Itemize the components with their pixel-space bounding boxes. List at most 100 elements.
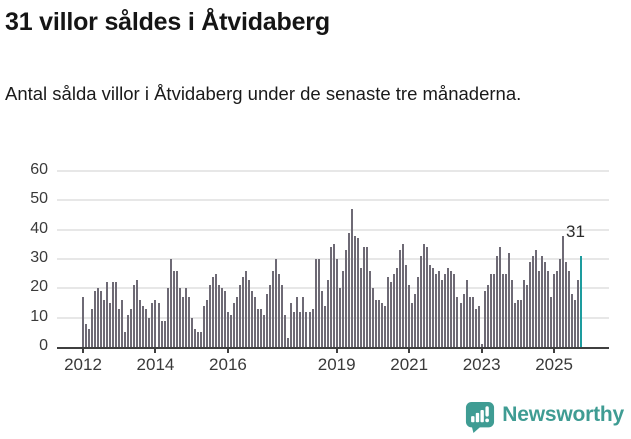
bar: [486, 285, 489, 347]
bar: [187, 297, 190, 347]
bar: [444, 273, 447, 347]
bar: [190, 317, 193, 347]
bar: [525, 285, 528, 347]
bar: [217, 285, 220, 347]
bar: [266, 294, 269, 347]
bar: [257, 308, 260, 347]
bar: [465, 279, 468, 347]
y-axis-tick-label: 40: [30, 219, 48, 237]
bar: [254, 297, 257, 347]
bar: [353, 235, 356, 347]
bar: [148, 317, 151, 347]
bar: [85, 323, 88, 347]
bar: [136, 279, 139, 347]
bar: [347, 232, 350, 347]
bar: [377, 300, 380, 347]
bar: [109, 303, 112, 347]
plot-area: 2012 2014 2016 2019 2021 2023 2025: [57, 170, 609, 374]
bar: [329, 247, 332, 347]
gridline: [57, 170, 609, 172]
y-axis-tick-label: 0: [39, 337, 48, 354]
bar: [453, 273, 456, 347]
bar: [435, 273, 438, 347]
bar: [233, 303, 235, 347]
bar: [426, 247, 429, 347]
bar: [208, 285, 211, 347]
bar: [541, 256, 544, 347]
x-axis-tick-label: 2012: [64, 355, 102, 374]
bar: [393, 273, 396, 347]
bar: [396, 267, 399, 347]
bar: [495, 256, 498, 347]
bar: [538, 270, 541, 347]
bar: [106, 282, 109, 347]
x-axis-tick-label: 2016: [209, 355, 247, 374]
gridline: [57, 199, 609, 202]
page-title: 31 villor såldes i Åtvidaberg: [5, 8, 330, 36]
bar: [145, 308, 148, 347]
bar: [121, 300, 124, 347]
y-axis-tick-label: 30: [30, 249, 48, 266]
bar: [531, 256, 534, 347]
bar: [94, 291, 97, 347]
bar: [281, 285, 284, 347]
bar: [565, 261, 568, 347]
bar: [411, 303, 414, 347]
bar: [371, 288, 374, 347]
bar: [432, 267, 435, 347]
bar: [399, 250, 402, 347]
bar: [374, 300, 377, 347]
bar: [320, 291, 323, 347]
bar: [236, 297, 239, 347]
bar: [127, 314, 130, 347]
y-axis-tick-label: 50: [30, 190, 48, 208]
bar: [142, 305, 145, 347]
bar: [519, 300, 522, 347]
bar: [112, 282, 115, 347]
bar: [501, 273, 504, 347]
bar: [263, 314, 266, 347]
bar: [498, 247, 501, 347]
bar: [380, 303, 383, 347]
bar: [384, 305, 386, 347]
bar: [474, 308, 477, 347]
gridline: [57, 228, 609, 231]
bar: [550, 297, 553, 347]
bar: [299, 311, 302, 347]
bar: [516, 300, 519, 347]
bar: [130, 308, 133, 347]
bar: [169, 259, 172, 347]
bar: [574, 300, 577, 347]
bar: [450, 270, 453, 347]
bar: [356, 238, 359, 347]
x-axis-tick-label: 2014: [136, 355, 175, 374]
bar: [492, 273, 495, 347]
bar: [414, 294, 417, 347]
bar: [326, 279, 329, 347]
bar: [402, 244, 405, 347]
bar: [390, 282, 393, 347]
bar: [559, 259, 562, 347]
newsworthy-logo: Newsworthy: [465, 400, 624, 434]
bar: [229, 314, 232, 347]
bar: [462, 294, 465, 347]
bar: [477, 305, 480, 347]
bar: [242, 276, 245, 347]
bar: [577, 279, 580, 347]
bar: [302, 297, 305, 347]
y-axis-tick-label: 10: [30, 307, 48, 325]
bar: [317, 259, 320, 347]
bar: [220, 288, 223, 347]
bar: [278, 273, 281, 347]
bar: [91, 308, 94, 347]
bar: [178, 288, 181, 347]
x-axis-tick: [480, 347, 483, 353]
bar: [528, 261, 531, 347]
bar: [251, 291, 254, 347]
bar: [547, 270, 550, 347]
bar: [115, 282, 118, 347]
brand-name: Newsworthy: [502, 403, 624, 426]
bar: [568, 270, 571, 347]
bar: [441, 279, 444, 347]
